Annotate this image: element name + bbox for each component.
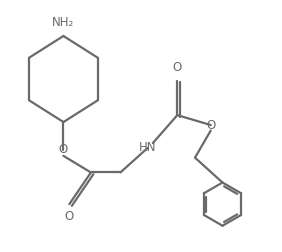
Text: NH₂: NH₂ — [52, 16, 74, 29]
Text: HN: HN — [139, 141, 157, 154]
Text: O: O — [59, 143, 68, 156]
Text: O: O — [173, 61, 182, 74]
Text: O: O — [65, 210, 74, 223]
Text: O: O — [206, 118, 215, 132]
